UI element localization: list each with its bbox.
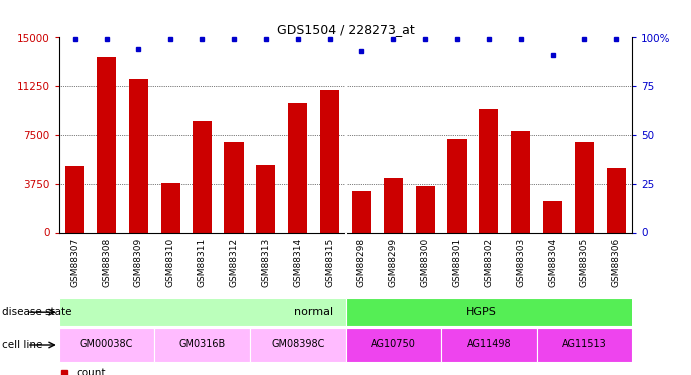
Bar [537, 328, 632, 362]
Bar [161, 183, 180, 232]
Bar [352, 191, 371, 232]
Text: normal: normal [294, 307, 333, 317]
Text: AG11513: AG11513 [562, 339, 607, 349]
Bar [59, 328, 154, 362]
Text: GSM88315: GSM88315 [325, 238, 334, 287]
Text: GSM88313: GSM88313 [261, 238, 270, 287]
Bar [346, 298, 648, 326]
Bar [65, 166, 84, 232]
Bar [225, 141, 243, 232]
Text: AG10750: AG10750 [371, 339, 416, 349]
Text: GSM88298: GSM88298 [357, 238, 366, 287]
Bar [441, 328, 537, 362]
Text: disease state: disease state [2, 307, 72, 317]
Text: GSM88301: GSM88301 [453, 238, 462, 287]
Title: GDS1504 / 228273_at: GDS1504 / 228273_at [276, 23, 415, 36]
Text: AG11498: AG11498 [466, 339, 511, 349]
Text: count: count [76, 368, 106, 375]
Bar [543, 201, 562, 232]
Bar [607, 168, 626, 232]
Bar [193, 121, 211, 232]
Bar [511, 131, 530, 232]
Bar [320, 90, 339, 232]
Text: GM0316B: GM0316B [178, 339, 226, 349]
Text: GSM88303: GSM88303 [516, 238, 525, 287]
Bar [480, 109, 498, 232]
Text: GSM88314: GSM88314 [293, 238, 302, 287]
Bar [97, 57, 116, 232]
Text: HGPS: HGPS [466, 307, 496, 317]
Text: GSM88302: GSM88302 [484, 238, 493, 287]
Bar [346, 328, 441, 362]
Bar [575, 141, 594, 232]
Bar [59, 298, 346, 326]
Bar [448, 139, 466, 232]
Text: GSM88306: GSM88306 [612, 238, 621, 287]
Text: GSM88304: GSM88304 [548, 238, 557, 287]
Text: GSM88312: GSM88312 [229, 238, 238, 287]
Bar [250, 328, 346, 362]
Text: GSM88309: GSM88309 [134, 238, 143, 287]
Bar [256, 165, 276, 232]
Text: GSM88300: GSM88300 [421, 238, 430, 287]
Text: GSM88305: GSM88305 [580, 238, 589, 287]
Bar [288, 102, 307, 232]
Text: GSM88310: GSM88310 [166, 238, 175, 287]
Text: cell line: cell line [2, 340, 42, 350]
Text: GSM88299: GSM88299 [389, 238, 398, 287]
Bar [415, 186, 435, 232]
Bar [384, 178, 403, 232]
Bar [154, 328, 250, 362]
Text: GM08398C: GM08398C [271, 339, 324, 349]
Text: GM00038C: GM00038C [80, 339, 133, 349]
Text: GSM88311: GSM88311 [198, 238, 207, 287]
Text: GSM88307: GSM88307 [70, 238, 79, 287]
Bar [129, 79, 148, 232]
Text: GSM88308: GSM88308 [102, 238, 111, 287]
